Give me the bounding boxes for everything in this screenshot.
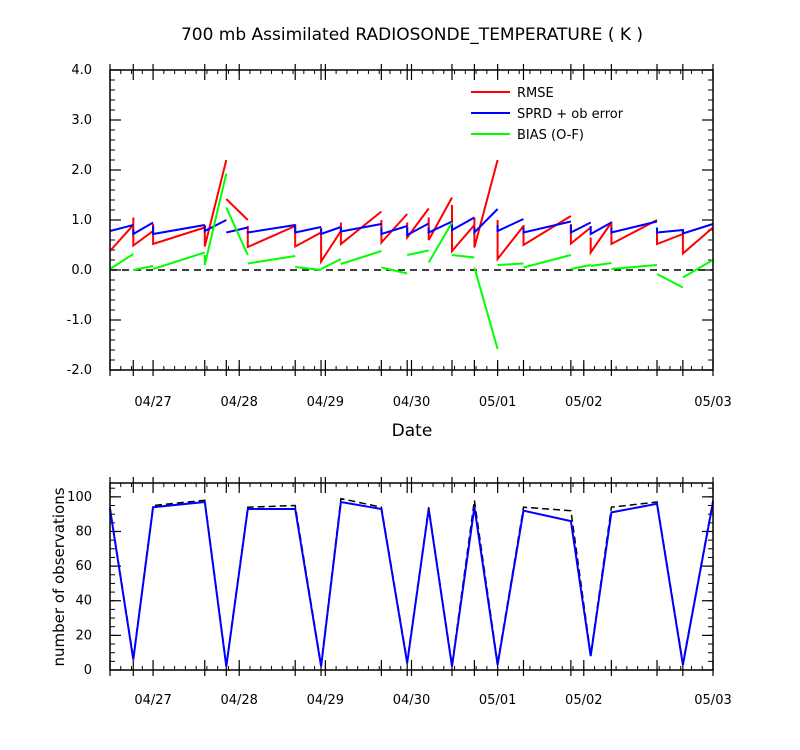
- x-tick-label: 04/28: [220, 693, 257, 708]
- series-line-sprd: [681, 223, 714, 235]
- series-line-bias: [682, 259, 714, 279]
- y-tick-label: 0.0: [71, 263, 92, 278]
- top-plot-area: 04/27 04/28 04/29 04/30 05/01 05/02 05/03 4.0 3.…: [67, 63, 732, 410]
- series-line-sprd: [522, 220, 572, 234]
- series-line-bias: [451, 254, 475, 259]
- series-line-rmse: [473, 159, 499, 248]
- series-line-sprd: [656, 227, 683, 234]
- y-axis-title: number of observations: [50, 487, 68, 666]
- y-tick-label: 1.0: [71, 213, 92, 228]
- series-line-bias: [590, 262, 612, 267]
- chart-title: 700 mb Assimilated RADIOSONDE_TEMPERATUR…: [181, 25, 643, 45]
- y-tick-label: 20: [75, 628, 92, 643]
- plot-frame: [109, 69, 714, 371]
- series-line-bias: [523, 254, 572, 269]
- series-line-bias: [497, 262, 524, 266]
- plot-frame: [109, 482, 714, 671]
- series-line-rmse: [496, 220, 525, 262]
- series-line-rmse: [203, 159, 228, 247]
- series-line-rmse: [225, 198, 249, 221]
- series-line-sprd: [610, 220, 658, 234]
- series-line-rmse: [380, 213, 408, 246]
- series-line-sprd: [589, 221, 612, 236]
- series-line-sprd: [473, 208, 499, 235]
- x-tick-label: 04/29: [307, 395, 344, 410]
- series-line-bias: [225, 207, 249, 256]
- series-line-rmse: [451, 205, 476, 254]
- series-line-rmse: [320, 227, 342, 265]
- x-tick-label: 05/02: [565, 395, 602, 410]
- series-line-bias: [320, 258, 342, 270]
- series-line-sprd: [406, 222, 430, 237]
- series-line-bias: [247, 255, 296, 265]
- series-line-rmse: [681, 226, 714, 256]
- x-tick-label: 05/01: [479, 395, 516, 410]
- y-tick-label: 3.0: [71, 113, 92, 128]
- series-line-bias: [656, 273, 684, 289]
- series-line-rmse: [427, 197, 453, 241]
- x-tick-label: 04/28: [220, 395, 257, 410]
- series-line-sprd: [380, 225, 408, 236]
- series-line-rmse: [109, 224, 135, 252]
- x-tick-label: 04/30: [393, 693, 430, 708]
- series-line-obs_possible: [109, 497, 714, 665]
- series-line-bias: [340, 250, 382, 265]
- x-tick-label: 05/03: [694, 693, 731, 708]
- x-tick-label: 04/30: [393, 395, 430, 410]
- x-axis-title: Date: [392, 421, 433, 441]
- x-tick-label: 04/27: [134, 395, 171, 410]
- series-line-bias: [133, 265, 154, 271]
- y-tick-label: 60: [75, 559, 92, 574]
- y-tick-label: 0: [84, 663, 92, 678]
- series-line-bias: [152, 251, 206, 270]
- series-line-bias: [203, 173, 228, 266]
- series-line-sprd: [132, 221, 154, 236]
- y-tick-label: -1.0: [67, 313, 92, 328]
- y-tick-label: 4.0: [71, 63, 92, 78]
- series-line-bias: [611, 264, 658, 270]
- series-line-sprd: [569, 221, 592, 235]
- x-tick-label: 04/29: [307, 693, 344, 708]
- series-line-rmse: [589, 221, 613, 256]
- x-tick-label: 05/02: [565, 693, 602, 708]
- series-line-bias: [109, 253, 134, 270]
- series-line-sprd: [320, 226, 342, 236]
- series-line-sprd: [246, 224, 296, 234]
- series-line-sprd: [109, 224, 134, 232]
- x-tick-label: 05/01: [479, 693, 516, 708]
- bottom-plot-area: 04/27 04/28 04/29 04/30 05/01 05/02 05/03 100 80…: [67, 477, 732, 708]
- y-tick-label: 2.0: [71, 163, 92, 178]
- series-line-bias: [570, 264, 591, 270]
- y-tick-label: 80: [75, 524, 92, 539]
- legend-label-bias: BIAS (O-F): [517, 128, 584, 143]
- series-line-bias: [381, 266, 408, 275]
- series-line-sprd: [451, 216, 475, 232]
- series-line-sprd: [203, 219, 227, 233]
- x-tick-label: 05/03: [694, 395, 731, 410]
- series-line-bias: [427, 221, 453, 264]
- y-tick-label: 100: [67, 490, 92, 505]
- legend-label-rmse: RMSE: [517, 86, 554, 101]
- series-line-sprd: [496, 218, 524, 233]
- y-tick-label: 40: [75, 594, 92, 609]
- series-line-sprd: [152, 224, 205, 236]
- series-line-sprd: [427, 220, 453, 235]
- series-line-sprd: [294, 226, 322, 234]
- x-tick-label: 04/27: [134, 693, 171, 708]
- legend-label-sprd: SPRD + ob error: [517, 107, 624, 122]
- y-tick-label: -2.0: [67, 363, 92, 378]
- series-line-obs_used: [109, 500, 714, 667]
- series-line-rmse: [132, 217, 154, 248]
- series-line-bias: [473, 267, 499, 350]
- series-line-bias: [406, 249, 429, 256]
- series-line-bias: [295, 266, 322, 271]
- series-line-sprd: [339, 223, 382, 233]
